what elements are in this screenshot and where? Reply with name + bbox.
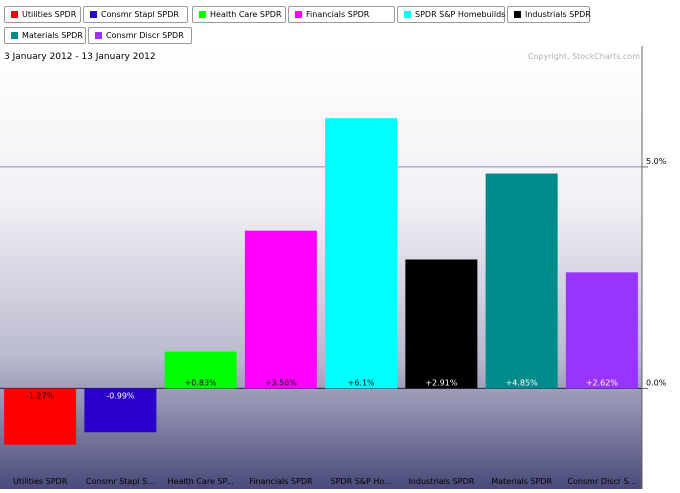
data-label: -0.99% (106, 391, 135, 400)
chart-area: 5.0% 0.0% -1.27% Utilities SPDR -0.99% Consmr… (0, 46, 680, 489)
legend-item: Health Care SPDR (192, 6, 286, 23)
bar (325, 118, 398, 389)
legend-item: Consmr Discr SPDR (88, 27, 192, 44)
data-label: +6.1% (348, 378, 375, 387)
data-label: -1.27% (26, 391, 55, 400)
legend-swatch (11, 32, 18, 39)
legend-label: SPDR S&P Homebuilds (415, 10, 506, 19)
legend-swatch (95, 32, 102, 39)
legend-label: Consmr Stapl SPDR (101, 10, 179, 19)
x-tick-label: SPDR S&P Ho... (331, 477, 392, 486)
legend-label: Financials SPDR (306, 10, 370, 19)
legend-swatch (295, 11, 302, 18)
legend-item: Utilities SPDR (4, 6, 81, 23)
data-label: +2.62% (586, 378, 619, 387)
legend-item: Materials SPDR (4, 27, 86, 44)
legend-swatch (199, 11, 206, 18)
data-label: +0.83% (185, 378, 218, 387)
x-tick-label: Health Care SP... (168, 477, 234, 486)
legend-label: Health Care SPDR (210, 10, 282, 19)
legend: Utilities SPDR Consmr Stapl SPDR Health Ca… (0, 0, 680, 46)
x-tick-label: Materials SPDR (491, 477, 552, 486)
date-range: 3 January 2012 - 13 January 2012 (4, 52, 156, 62)
legend-label: Consmr Discr SPDR (106, 31, 184, 40)
legend-swatch (90, 11, 97, 18)
legend-swatch (11, 11, 18, 18)
x-tick-label: Consmr Discr S... (567, 477, 636, 486)
data-label: +3.56% (265, 378, 298, 387)
x-tick-label: Industrials SPDR (408, 477, 474, 486)
x-tick-label: Utilities SPDR (13, 477, 68, 486)
data-label: +4.85% (506, 378, 539, 387)
legend-swatch (404, 11, 411, 18)
data-label: +2.91% (425, 378, 458, 387)
bar (4, 388, 77, 445)
bar (84, 388, 157, 433)
bar (405, 259, 478, 389)
bar (485, 173, 558, 389)
legend-label: Industrials SPDR (525, 10, 591, 19)
copyright-notice: Copyright, StockCharts.com (527, 52, 640, 61)
x-tick-label: Consmr Stapl S... (86, 477, 155, 486)
x-tick-label: Financials SPDR (249, 477, 313, 486)
legend-label: Materials SPDR (22, 31, 83, 40)
legend-item: Financials SPDR (288, 6, 395, 23)
bar (565, 272, 638, 389)
legend-label: Utilities SPDR (22, 10, 77, 19)
y-tick-label: 0.0% (646, 378, 667, 387)
chart-svg: 5.0% 0.0% -1.27% Utilities SPDR -0.99% Consmr… (0, 46, 667, 489)
legend-item: Consmr Stapl SPDR (83, 6, 188, 23)
legend-item: Industrials SPDR (507, 6, 591, 23)
bar (164, 351, 237, 389)
legend-swatch (514, 11, 521, 18)
y-tick-label: 5.0% (646, 157, 667, 166)
legend-item: SPDR S&P Homebuilds (397, 6, 505, 23)
bar (244, 230, 317, 389)
